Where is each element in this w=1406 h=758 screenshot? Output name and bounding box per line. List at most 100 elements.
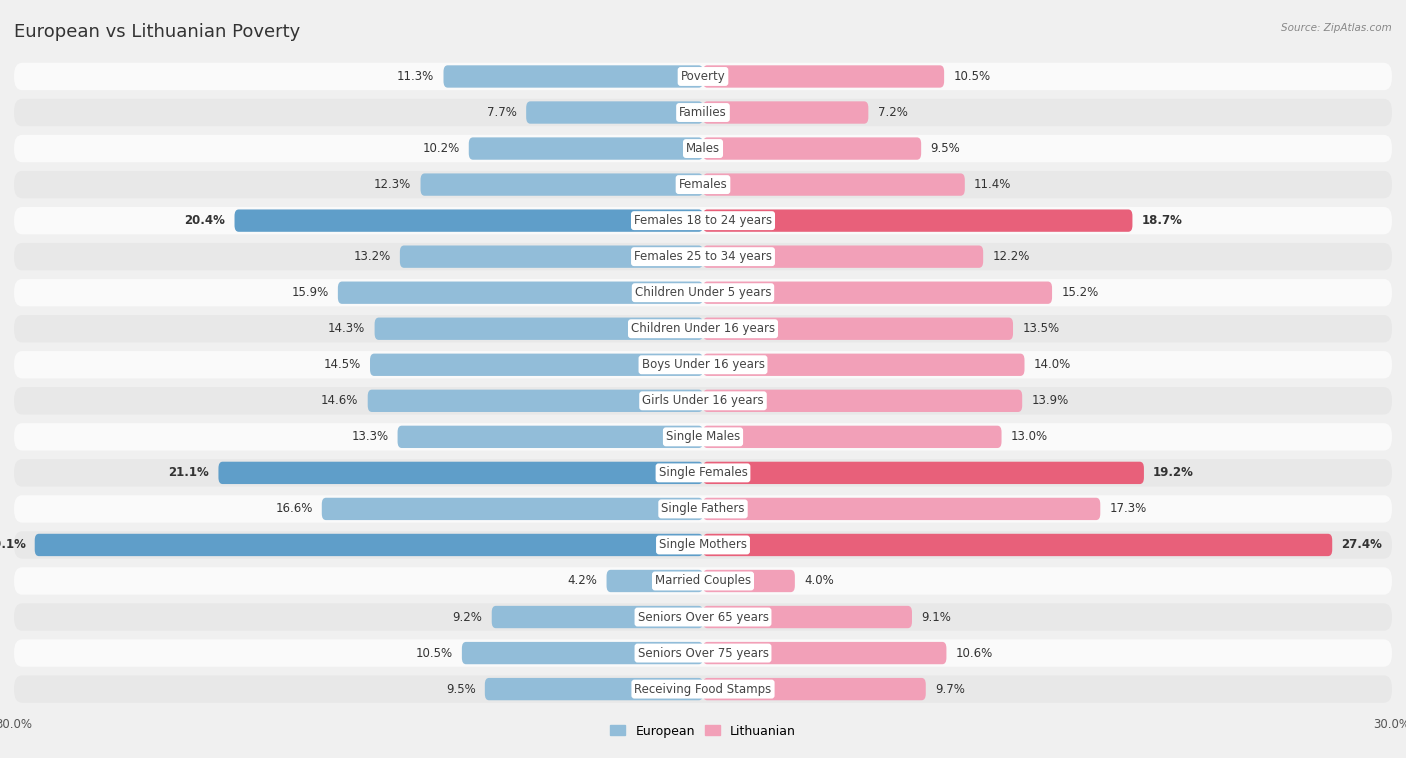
FancyBboxPatch shape [485,678,703,700]
FancyBboxPatch shape [492,606,703,628]
Text: European vs Lithuanian Poverty: European vs Lithuanian Poverty [14,23,301,41]
FancyBboxPatch shape [14,279,1392,306]
FancyBboxPatch shape [14,531,1392,559]
FancyBboxPatch shape [14,675,1392,703]
FancyBboxPatch shape [420,174,703,196]
FancyBboxPatch shape [14,315,1392,343]
FancyBboxPatch shape [703,390,1022,412]
Text: 9.1%: 9.1% [921,610,950,624]
Text: Single Females: Single Females [658,466,748,479]
FancyBboxPatch shape [235,209,703,232]
Text: 16.6%: 16.6% [276,503,312,515]
Text: Seniors Over 65 years: Seniors Over 65 years [637,610,769,624]
FancyBboxPatch shape [703,642,946,664]
Text: 13.5%: 13.5% [1022,322,1059,335]
Text: Single Mothers: Single Mothers [659,538,747,552]
Text: 9.5%: 9.5% [931,142,960,155]
FancyBboxPatch shape [14,387,1392,415]
Text: 14.3%: 14.3% [328,322,366,335]
FancyBboxPatch shape [218,462,703,484]
FancyBboxPatch shape [368,390,703,412]
Text: Single Fathers: Single Fathers [661,503,745,515]
FancyBboxPatch shape [337,281,703,304]
FancyBboxPatch shape [703,65,945,88]
FancyBboxPatch shape [703,462,1144,484]
Text: Boys Under 16 years: Boys Under 16 years [641,359,765,371]
FancyBboxPatch shape [443,65,703,88]
FancyBboxPatch shape [14,567,1392,595]
FancyBboxPatch shape [14,207,1392,234]
Text: 18.7%: 18.7% [1142,214,1182,227]
Text: Females 18 to 24 years: Females 18 to 24 years [634,214,772,227]
FancyBboxPatch shape [374,318,703,340]
FancyBboxPatch shape [703,137,921,160]
Text: Poverty: Poverty [681,70,725,83]
Text: 15.9%: 15.9% [291,287,329,299]
Text: 10.5%: 10.5% [416,647,453,659]
Text: 4.2%: 4.2% [568,575,598,587]
Text: Females: Females [679,178,727,191]
FancyBboxPatch shape [526,102,703,124]
FancyBboxPatch shape [703,209,1132,232]
FancyBboxPatch shape [14,63,1392,90]
FancyBboxPatch shape [703,426,1001,448]
FancyBboxPatch shape [461,642,703,664]
Text: 14.5%: 14.5% [323,359,361,371]
FancyBboxPatch shape [14,171,1392,199]
FancyBboxPatch shape [703,281,1052,304]
FancyBboxPatch shape [703,318,1012,340]
Text: Children Under 16 years: Children Under 16 years [631,322,775,335]
Text: 10.5%: 10.5% [953,70,990,83]
FancyBboxPatch shape [14,351,1392,378]
FancyBboxPatch shape [703,246,983,268]
FancyBboxPatch shape [703,353,1025,376]
FancyBboxPatch shape [703,534,1333,556]
Text: 21.1%: 21.1% [169,466,209,479]
FancyBboxPatch shape [14,99,1392,127]
Text: 9.5%: 9.5% [446,683,475,696]
FancyBboxPatch shape [35,534,703,556]
FancyBboxPatch shape [703,570,794,592]
FancyBboxPatch shape [399,246,703,268]
FancyBboxPatch shape [14,495,1392,522]
Text: 13.3%: 13.3% [352,431,388,443]
FancyBboxPatch shape [468,137,703,160]
Text: 9.7%: 9.7% [935,683,965,696]
FancyBboxPatch shape [606,570,703,592]
Text: 4.0%: 4.0% [804,575,834,587]
FancyBboxPatch shape [703,102,869,124]
Text: Seniors Over 75 years: Seniors Over 75 years [637,647,769,659]
Text: 14.6%: 14.6% [321,394,359,407]
FancyBboxPatch shape [14,135,1392,162]
Text: Source: ZipAtlas.com: Source: ZipAtlas.com [1281,23,1392,33]
FancyBboxPatch shape [703,678,925,700]
Text: 12.3%: 12.3% [374,178,412,191]
FancyBboxPatch shape [322,498,703,520]
Text: Single Males: Single Males [666,431,740,443]
Text: Females 25 to 34 years: Females 25 to 34 years [634,250,772,263]
FancyBboxPatch shape [14,639,1392,667]
Text: 11.4%: 11.4% [974,178,1011,191]
FancyBboxPatch shape [703,174,965,196]
Text: 17.3%: 17.3% [1109,503,1147,515]
Text: 11.3%: 11.3% [396,70,434,83]
Text: 14.0%: 14.0% [1033,359,1071,371]
FancyBboxPatch shape [703,498,1101,520]
FancyBboxPatch shape [14,603,1392,631]
FancyBboxPatch shape [14,243,1392,271]
Text: 29.1%: 29.1% [0,538,25,552]
FancyBboxPatch shape [370,353,703,376]
Text: 7.2%: 7.2% [877,106,907,119]
FancyBboxPatch shape [703,606,912,628]
Text: 13.9%: 13.9% [1032,394,1069,407]
Text: 9.2%: 9.2% [453,610,482,624]
Text: 13.0%: 13.0% [1011,431,1047,443]
Text: 15.2%: 15.2% [1062,287,1098,299]
Text: Males: Males [686,142,720,155]
Text: 19.2%: 19.2% [1153,466,1194,479]
Text: Girls Under 16 years: Girls Under 16 years [643,394,763,407]
Text: Children Under 5 years: Children Under 5 years [634,287,772,299]
Text: Married Couples: Married Couples [655,575,751,587]
Text: Receiving Food Stamps: Receiving Food Stamps [634,683,772,696]
Text: 12.2%: 12.2% [993,250,1029,263]
